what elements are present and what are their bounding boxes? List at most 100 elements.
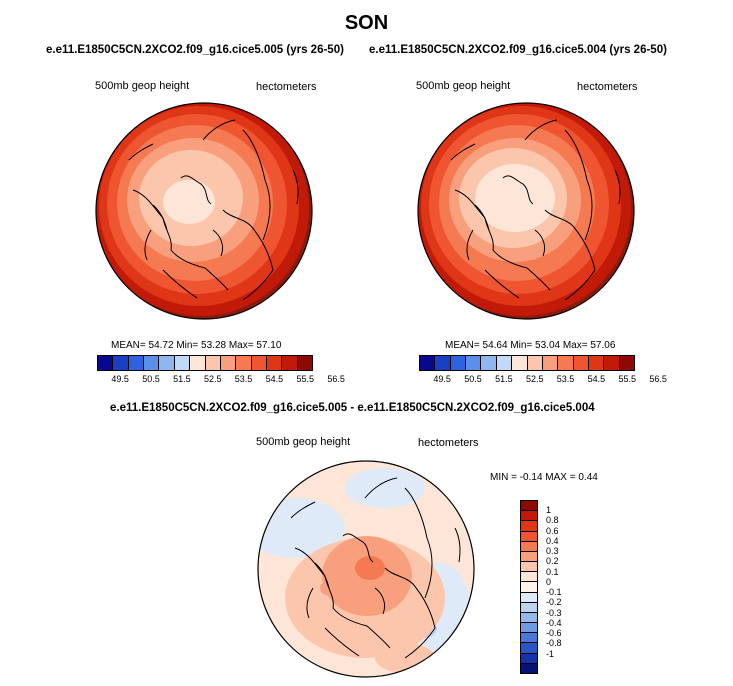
colorbar-swatch bbox=[521, 531, 537, 542]
colorbar-swatch bbox=[521, 592, 537, 603]
colorbar-swatch bbox=[521, 633, 537, 644]
colorbar-swatch bbox=[521, 572, 537, 583]
panel-2-variable-label: 500mb geop height bbox=[416, 80, 511, 92]
colorbar-swatch bbox=[521, 653, 537, 664]
colorbar-swatch bbox=[521, 501, 537, 512]
colorbar-swatch bbox=[542, 356, 559, 370]
colorbar-tick-label: 50.5 bbox=[142, 374, 160, 384]
colorbar-swatch bbox=[113, 356, 129, 370]
panel-2-colorbar-ticks: 49.5 50.5 51.5 52.5 53.5 54.5 55.5 56.5 bbox=[419, 374, 667, 386]
colorbar-swatch bbox=[588, 356, 605, 370]
colorbar-swatch bbox=[496, 356, 513, 370]
colorbar-swatch bbox=[521, 551, 537, 563]
colorbar-swatch bbox=[512, 356, 528, 370]
colorbar-tick-label: 49.5 bbox=[111, 374, 129, 384]
colorbar-swatch bbox=[466, 356, 482, 370]
colorbar-tick-label: 0.6 bbox=[546, 525, 559, 536]
colorbar-swatch bbox=[128, 356, 145, 370]
colorbar-swatch bbox=[282, 356, 298, 370]
colorbar-swatch bbox=[98, 356, 114, 370]
colorbar-tick-label: 0.8 bbox=[546, 515, 559, 526]
colorbar-tick-label: 52.5 bbox=[203, 374, 222, 384]
diff-coastlines bbox=[290, 477, 461, 659]
colorbar-tick-label: -0.6 bbox=[546, 628, 562, 639]
panel-1-polar-map bbox=[95, 102, 313, 320]
panel-1-colorbar-swatches bbox=[97, 355, 313, 371]
colorbar-swatch bbox=[521, 582, 537, 593]
colorbar-tick-label: 54.5 bbox=[265, 374, 284, 384]
panel-2-polar-map bbox=[417, 102, 635, 320]
panel-1-colorbar: 49.5 50.5 51.5 52.5 53.5 54.5 55.5 56.5 bbox=[97, 355, 345, 386]
colorbar-swatch bbox=[521, 562, 537, 573]
panel-2-colorbar-swatches bbox=[419, 355, 635, 371]
colorbar-swatch bbox=[450, 356, 467, 370]
colorbar-tick-label: -0.2 bbox=[546, 597, 562, 608]
colorbar-swatch bbox=[604, 356, 620, 370]
panel-1-units-label: hectometers bbox=[256, 81, 317, 93]
diff-variable-label: 500mb geop height bbox=[256, 436, 351, 448]
diff-colorbar: 1 0.8 0.6 0.4 0.3 0.2 0.1 0 -0.1 -0.2 -0.3 -0.4 -0.6… bbox=[520, 500, 562, 674]
colorbar-tick-label: 0.1 bbox=[546, 566, 559, 577]
colorbar-tick-label: 55.5 bbox=[618, 374, 637, 384]
colorbar-swatch bbox=[481, 356, 497, 370]
colorbar-swatch bbox=[251, 356, 267, 370]
colorbar-swatch bbox=[573, 356, 589, 370]
diff-stats: MIN = -0.14 MAX = 0.44 bbox=[490, 472, 598, 483]
panel-2-coastlines bbox=[450, 119, 621, 301]
panel-1-variable-label: 500mb geop height bbox=[95, 80, 190, 92]
panel-1-coastlines bbox=[128, 119, 299, 301]
panel-2-units-label: hectometers bbox=[577, 81, 638, 93]
colorbar-swatch bbox=[521, 521, 537, 532]
colorbar-tick-label: 0 bbox=[546, 576, 552, 587]
panel-2-colorbar: 49.5 50.5 51.5 52.5 53.5 54.5 55.5 56.5 bbox=[419, 355, 667, 386]
colorbar-swatch bbox=[174, 356, 191, 370]
colorbar-swatch bbox=[144, 356, 160, 370]
colorbar-tick-label: -0.1 bbox=[546, 587, 562, 598]
colorbar-swatch bbox=[266, 356, 283, 370]
colorbar-swatch bbox=[220, 356, 237, 370]
panel-1-subtitle: e.e11.E1850C5CN.2XCO2.f09_g16.cice5.005 … bbox=[46, 44, 344, 56]
colorbar-swatch bbox=[521, 511, 537, 522]
colorbar-tick-label: 55.5 bbox=[296, 374, 315, 384]
colorbar-tick-label: 50.5 bbox=[464, 374, 482, 384]
colorbar-tick-label: 51.5 bbox=[173, 374, 191, 384]
colorbar-swatch bbox=[619, 356, 635, 370]
colorbar-tick-label: -1 bbox=[546, 648, 555, 659]
colorbar-swatch bbox=[558, 356, 574, 370]
colorbar-swatch bbox=[435, 356, 451, 370]
colorbar-swatch bbox=[159, 356, 175, 370]
colorbar-tick-label: 56.5 bbox=[327, 374, 345, 384]
panel-1-stats: MEAN= 54.72 Min= 53.28 Max= 57.10 bbox=[111, 340, 282, 351]
colorbar-swatch bbox=[521, 602, 537, 613]
colorbar-swatch bbox=[521, 643, 537, 654]
colorbar-tick-label: 54.5 bbox=[587, 374, 606, 384]
colorbar-tick-label: 56.5 bbox=[649, 374, 667, 384]
diff-units-label: hectometers bbox=[418, 437, 479, 449]
colorbar-swatch bbox=[297, 356, 313, 370]
colorbar-swatch bbox=[236, 356, 252, 370]
colorbar-tick-label: 0.2 bbox=[546, 556, 559, 567]
colorbar-swatch bbox=[190, 356, 206, 370]
colorbar-tick-label: 52.5 bbox=[525, 374, 544, 384]
colorbar-swatch bbox=[527, 356, 543, 370]
colorbar-tick-label: -0.3 bbox=[546, 607, 562, 618]
panel-1-colorbar-ticks: 49.5 50.5 51.5 52.5 53.5 54.5 55.5 56.5 bbox=[97, 374, 345, 386]
panel-2-stats: MEAN= 54.64 Min= 53.04 Max= 57.06 bbox=[445, 340, 616, 351]
colorbar-tick-label: 53.5 bbox=[556, 374, 575, 384]
colorbar-tick-label: 1 bbox=[546, 505, 552, 516]
figure-title: SON bbox=[344, 12, 389, 34]
colorbar-tick-label: -0.4 bbox=[546, 617, 562, 628]
colorbar-swatch bbox=[521, 612, 537, 624]
colorbar-tick-label: 49.5 bbox=[433, 374, 451, 384]
colorbar-tick-label: 51.5 bbox=[495, 374, 513, 384]
panel-2-subtitle: e.e11.E1850C5CN.2XCO2.f09_g16.cice5.004 … bbox=[369, 44, 667, 56]
colorbar-tick-label: 0.4 bbox=[546, 535, 559, 546]
colorbar-tick-label: 0.3 bbox=[546, 546, 559, 557]
colorbar-tick-label: -0.8 bbox=[546, 638, 562, 649]
colorbar-swatch bbox=[420, 356, 436, 370]
colorbar-swatch bbox=[521, 541, 537, 552]
colorbar-swatch bbox=[521, 623, 537, 634]
diff-colorbar-swatches bbox=[520, 500, 538, 674]
colorbar-tick-label: 53.5 bbox=[234, 374, 253, 384]
diff-polar-map bbox=[257, 460, 475, 678]
